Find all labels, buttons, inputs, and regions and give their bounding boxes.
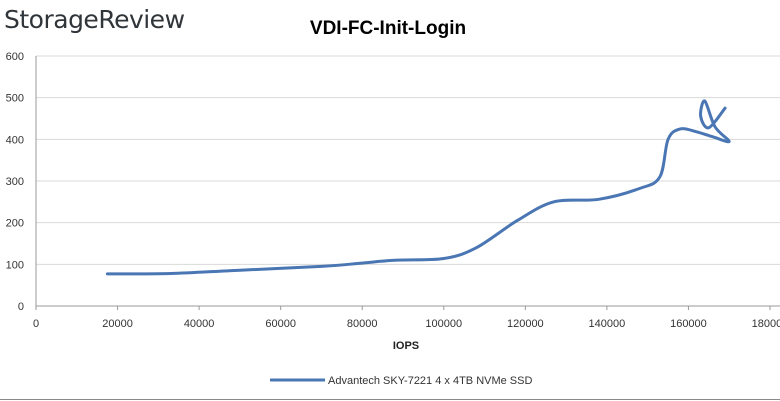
y-tick-label: 200 xyxy=(6,218,24,230)
y-tick-label: 600 xyxy=(6,51,24,63)
y-tick-label: 300 xyxy=(6,176,24,188)
x-tick-label: 60000 xyxy=(265,318,296,330)
x-tick-label: 160000 xyxy=(670,318,707,330)
legend-label: Advantech SKY-7221 4 x 4TB NVMe SSD xyxy=(328,375,532,387)
x-tick-label: 120000 xyxy=(507,318,544,330)
x-tick-label: 100000 xyxy=(425,318,462,330)
y-tick-label: 0 xyxy=(18,301,24,313)
axes xyxy=(35,56,780,307)
x-tick-labels: 0 20000 40000 60000 80000 100000 120000 140000 1… xyxy=(33,306,780,330)
gridlines xyxy=(36,55,780,265)
x-tick-label: 180000 xyxy=(752,318,780,330)
chart-title: VDI-FC-Init-Login xyxy=(310,18,466,39)
legend: Advantech SKY-7221 4 x 4TB NVMe SSD xyxy=(270,375,532,387)
x-tick-label: 40000 xyxy=(184,318,215,330)
y-tick-label: 500 xyxy=(6,93,24,105)
storagereview-logo: StorageReview xyxy=(4,5,185,34)
y-tick-label: 400 xyxy=(6,134,24,146)
x-tick-label: 80000 xyxy=(347,318,378,330)
x-tick-label: 0 xyxy=(33,318,39,330)
x-tick-label: 140000 xyxy=(589,318,626,330)
y-tick-label: 100 xyxy=(6,259,24,271)
series-line xyxy=(105,99,731,276)
x-tick-label: 20000 xyxy=(102,318,133,330)
series-layer xyxy=(105,99,731,276)
x-axis-title: IOPS xyxy=(393,340,419,352)
y-tick-labels: 0 100 200 300 400 500 600 xyxy=(6,51,24,313)
